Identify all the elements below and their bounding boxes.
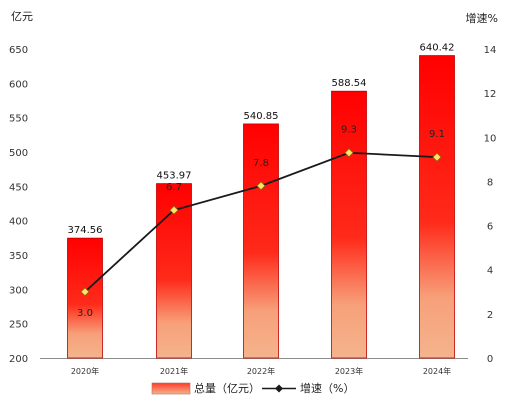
category-label-4: 2024年 xyxy=(423,366,451,376)
y-left-tick-8: 600 xyxy=(9,79,28,90)
y-right-tick-5: 10 xyxy=(484,133,497,144)
y-right-tick-1: 2 xyxy=(487,310,493,321)
bar-value-label-2: 540.85 xyxy=(244,111,279,122)
growth-point-1 xyxy=(169,205,179,215)
y-left-tick-6: 500 xyxy=(9,148,28,159)
legend: 总量（亿元） 增速（%） xyxy=(151,381,354,395)
y-left-tick-2: 300 xyxy=(9,285,28,296)
bar-2024年 xyxy=(419,55,455,359)
category-label-3: 2023年 xyxy=(335,366,363,376)
bar-2023年 xyxy=(331,90,367,359)
category-label-1: 2021年 xyxy=(160,366,188,376)
y-right-tick-0: 0 xyxy=(487,354,493,365)
growth-label-0: 3.0 xyxy=(77,308,93,319)
y-left-tick-9: 650 xyxy=(9,45,28,56)
y-left-tick-0: 200 xyxy=(9,354,28,365)
category-label-2: 2022年 xyxy=(247,366,275,376)
bar-value-label-1: 453.97 xyxy=(157,171,192,182)
y-right-tick-4: 8 xyxy=(487,177,493,188)
category-labels: 2020年 2021年 2022年 2023年 2024年 xyxy=(71,366,451,376)
legend-line-label: 增速（%） xyxy=(300,381,354,395)
y-left-tick-4: 400 xyxy=(9,217,28,228)
legend-line-marker xyxy=(275,384,283,393)
growth-label-2: 7.8 xyxy=(253,158,269,169)
y-left-tick-3: 350 xyxy=(9,251,28,262)
y-left-tick-5: 450 xyxy=(9,182,28,193)
y-right-tick-6: 12 xyxy=(484,89,497,100)
left-axis-ticks: 200 250 300 350 400 450 500 550 600 650 xyxy=(9,45,28,365)
bars-group xyxy=(67,55,455,359)
growth-label-1: 6.7 xyxy=(166,182,182,193)
legend-bar-swatch xyxy=(151,382,191,395)
growth-point-0 xyxy=(80,287,90,297)
y-right-tick-7: 14 xyxy=(484,45,497,56)
bar-value-labels: 374.56 453.97 540.85 588.54 640.42 xyxy=(68,43,455,237)
bar-2022年 xyxy=(243,123,279,359)
growth-label-4: 9.1 xyxy=(429,129,445,140)
growth-line-group: 3.0 6.7 7.8 9.3 9.1 xyxy=(77,125,445,319)
y-left-tick-7: 550 xyxy=(9,114,28,125)
growth-point-2 xyxy=(256,181,266,191)
legend-bar-label: 总量（亿元） xyxy=(194,381,260,395)
growth-label-3: 9.3 xyxy=(341,125,357,136)
y-left-tick-1: 250 xyxy=(9,320,28,331)
y-axis-title-left: 亿元 xyxy=(11,10,33,23)
growth-point-3 xyxy=(344,148,354,158)
category-label-0: 2020年 xyxy=(71,366,99,376)
y-right-tick-2: 4 xyxy=(487,266,493,277)
bar-value-label-3: 588.54 xyxy=(332,78,367,89)
y-axis-title-right: 增速% xyxy=(466,11,498,25)
bar-2020年 xyxy=(67,237,103,359)
right-axis-ticks: 0 2 4 6 8 10 12 14 xyxy=(484,45,497,365)
y-right-tick-3: 6 xyxy=(487,222,493,233)
bar-value-label-4: 640.42 xyxy=(420,43,455,54)
bar-value-label-0: 374.56 xyxy=(68,225,103,236)
growth-point-4 xyxy=(432,152,442,162)
